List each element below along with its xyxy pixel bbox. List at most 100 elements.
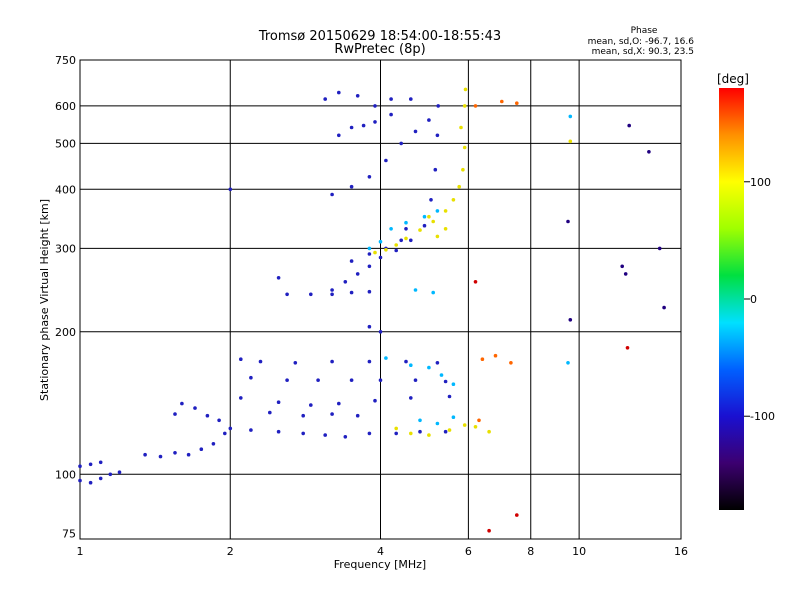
data-point — [422, 214, 427, 219]
data-point — [435, 209, 440, 213]
colorbar-tick-label: 0 — [750, 293, 757, 306]
data-point — [258, 359, 263, 364]
data-point — [309, 403, 313, 407]
phase-stats-title: Phase — [631, 26, 658, 36]
data-point — [367, 359, 372, 364]
data-point — [367, 289, 372, 294]
data-point — [367, 252, 372, 256]
data-point — [355, 413, 360, 418]
data-point — [431, 290, 436, 295]
data-point — [662, 305, 666, 310]
data-point — [409, 97, 413, 101]
x-tick-label: 8 — [527, 545, 534, 558]
data-point — [78, 464, 82, 469]
data-point — [568, 318, 573, 322]
data-point — [435, 133, 440, 138]
data-point — [566, 361, 570, 365]
data-point — [487, 429, 491, 434]
data-point — [373, 120, 377, 124]
data-point — [158, 454, 163, 459]
data-point — [249, 375, 253, 380]
data-point — [337, 133, 341, 138]
data-point — [439, 373, 444, 377]
data-point — [443, 209, 448, 213]
data-point — [373, 398, 377, 403]
data-point — [355, 94, 360, 98]
data-point — [186, 452, 191, 457]
colorbar-tick-label: 100 — [750, 176, 771, 189]
data-point — [451, 198, 456, 202]
data-point — [249, 428, 253, 432]
data-point — [435, 361, 440, 365]
data-point — [404, 227, 408, 231]
data-point — [394, 431, 399, 436]
colorbar — [719, 88, 744, 510]
data-point — [78, 478, 82, 483]
data-point — [389, 112, 393, 117]
data-point — [418, 429, 422, 434]
data-point — [173, 451, 177, 455]
data-points — [78, 87, 666, 533]
data-point — [285, 378, 289, 383]
data-point — [627, 123, 631, 128]
data-point — [413, 288, 418, 292]
data-point — [459, 125, 463, 130]
data-point — [409, 396, 413, 400]
data-point — [293, 361, 298, 365]
data-point — [367, 175, 372, 179]
data-point — [451, 415, 456, 420]
data-point — [323, 433, 328, 437]
data-point — [480, 357, 485, 362]
y-tick-label: 100 — [55, 468, 76, 481]
data-point — [349, 378, 354, 383]
y-tick-label: 750 — [55, 54, 76, 67]
data-point — [435, 234, 440, 239]
data-point — [443, 379, 448, 384]
data-point — [435, 421, 440, 426]
data-point — [399, 238, 404, 243]
x-tick-label: 16 — [674, 545, 688, 558]
data-point — [355, 272, 360, 276]
data-point — [427, 365, 431, 370]
data-point — [361, 123, 366, 128]
data-point — [409, 238, 413, 243]
data-point — [413, 129, 418, 134]
data-point — [378, 255, 383, 260]
data-point — [477, 418, 481, 423]
data-point — [268, 410, 272, 415]
data-point — [378, 378, 383, 383]
data-point — [493, 353, 498, 358]
data-point — [418, 228, 422, 232]
data-point — [349, 290, 354, 295]
data-point — [117, 470, 122, 475]
data-point — [337, 401, 341, 406]
grid-lines — [80, 60, 681, 539]
data-point — [228, 426, 233, 431]
data-point — [205, 413, 210, 418]
data-point — [239, 396, 243, 400]
y-tick-labels: 75 100 200 300 400 500 600 750 — [55, 54, 76, 540]
data-point — [657, 246, 662, 251]
data-point — [487, 528, 491, 533]
y-tick-label: 200 — [55, 326, 76, 339]
x-axis-label: Frequency [MHz] — [334, 558, 426, 571]
data-point — [427, 433, 431, 437]
colorbar-ticks: 100 0 -100 — [744, 176, 775, 423]
data-point — [436, 104, 441, 108]
data-point — [433, 167, 438, 172]
data-point — [500, 99, 504, 104]
data-point — [330, 412, 334, 416]
data-point — [323, 97, 328, 101]
data-point — [88, 480, 93, 485]
data-point — [566, 219, 570, 224]
data-point — [193, 406, 197, 410]
data-point — [384, 158, 388, 163]
data-point — [462, 145, 467, 150]
data-point — [427, 118, 431, 122]
data-point — [108, 472, 113, 477]
data-point — [378, 239, 383, 244]
data-point — [367, 431, 372, 436]
data-point — [367, 246, 372, 251]
data-point — [98, 460, 103, 465]
